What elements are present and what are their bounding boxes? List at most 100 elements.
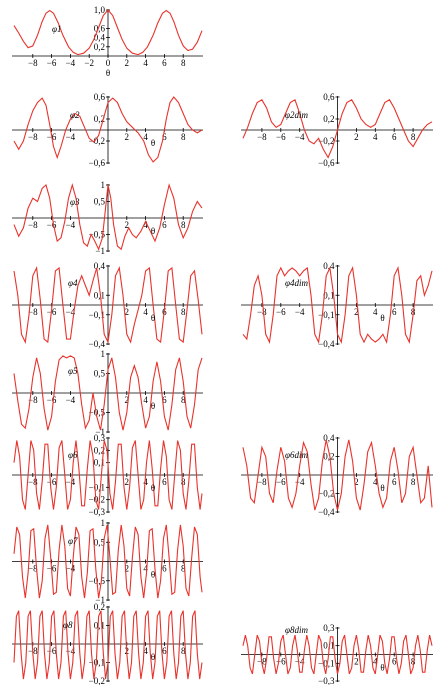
y-tick-label: −0,4 <box>318 507 335 517</box>
series-line <box>13 9 203 56</box>
function-name-label: φ4 <box>68 278 78 288</box>
x-tick-label: 2 <box>125 307 130 317</box>
y-tick-label: 0,4 <box>94 261 106 271</box>
x-axis-label: θ <box>106 68 110 78</box>
x-tick-label: 4 <box>143 477 148 487</box>
x-tick-label: 2 <box>125 477 130 487</box>
series-line <box>13 524 203 599</box>
y-tick-label: −0,6 <box>318 158 335 168</box>
y-tick-label: −0,6 <box>89 158 106 168</box>
x-tick-label: −4 <box>295 657 305 667</box>
function-name-label: φ8dim <box>285 625 308 635</box>
y-tick-label: −0,1 <box>89 310 105 320</box>
x-tick-label: −4 <box>66 395 76 405</box>
x-axis-label: θ <box>380 313 384 323</box>
y-tick-label: 0,1 <box>94 290 105 300</box>
x-tick-label: 6 <box>162 564 167 574</box>
x-tick-label: 8 <box>181 220 186 230</box>
x-tick-label: −2 <box>84 58 94 68</box>
x-tick-label: 2 <box>125 395 130 405</box>
x-tick-label: 4 <box>143 395 148 405</box>
series-line <box>242 265 433 344</box>
x-tick-label: 4 <box>143 132 148 142</box>
x-tick-label: −4 <box>295 477 305 487</box>
function-name-label: φ4dim <box>285 278 308 288</box>
x-tick-label: −6 <box>276 477 286 487</box>
x-axis-label: θ <box>151 652 155 662</box>
y-tick-label: 0,5 <box>94 197 106 207</box>
x-tick-label: −4 <box>66 307 76 317</box>
x-tick-label: −8 <box>28 307 38 317</box>
x-tick-label: 8 <box>181 132 186 142</box>
x-tick-label: 4 <box>373 132 378 142</box>
y-tick-label: 0,2 <box>94 445 105 455</box>
y-tick-label: −0,2 <box>318 136 334 146</box>
series-line <box>242 634 433 675</box>
x-tick-label: 6 <box>162 646 167 656</box>
y-tick-label: 1 <box>101 180 106 190</box>
x-tick-label: −8 <box>28 395 38 405</box>
x-tick-label: −4 <box>66 132 76 142</box>
x-tick-label: −6 <box>47 220 57 230</box>
x-tick-label: −6 <box>47 395 57 405</box>
y-tick-label: 0,6 <box>323 92 335 102</box>
x-tick-label: −8 <box>257 307 267 317</box>
x-tick-label: −6 <box>276 132 286 142</box>
x-tick-label: −4 <box>295 132 305 142</box>
y-tick-label: 0,4 <box>323 433 335 443</box>
function-name-label: φ6dim <box>285 450 308 460</box>
y-tick-label: 0,5 <box>94 537 106 547</box>
y-tick-label: −0,1 <box>318 658 334 668</box>
y-tick-label: −1 <box>95 246 105 256</box>
x-axis-label: θ <box>151 226 155 236</box>
x-tick-label: −4 <box>66 646 76 656</box>
y-tick-label: −1 <box>95 427 105 437</box>
x-tick-label: 8 <box>411 132 416 142</box>
y-tick-label: −0,1 <box>318 310 334 320</box>
x-tick-label: −8 <box>257 132 267 142</box>
y-tick-label: 0,2 <box>94 42 105 52</box>
x-tick-label: 6 <box>392 132 397 142</box>
y-tick-label: 0,6 <box>94 92 106 102</box>
plot-7: −8 −6 −4 2 4 6 8 1 0,5 −0,5 −1 φ5 θ <box>12 349 203 437</box>
plot-9: −8 −6 −4 2 4 6 8 0,4 0,2 −0,2 −0,4 φ6dim θ <box>241 433 433 517</box>
y-tick-label: 0,2 <box>323 114 334 124</box>
y-tick-label: 0,3 <box>323 623 335 633</box>
y-tick-label: −0,1 <box>89 482 105 492</box>
x-tick-label: −4 <box>66 58 76 68</box>
x-axis-label: θ <box>380 483 384 493</box>
y-tick-label: 0,1 <box>323 290 334 300</box>
series-line <box>13 440 203 510</box>
x-axis-label: θ <box>151 138 155 148</box>
y-tick-label: 0,1 <box>94 621 105 631</box>
x-tick-label: 8 <box>181 307 186 317</box>
x-tick-label: 6 <box>162 220 167 230</box>
x-tick-label: −8 <box>28 58 38 68</box>
x-tick-label: −8 <box>28 132 38 142</box>
series-line <box>13 182 203 251</box>
x-tick-label: −4 <box>295 307 305 317</box>
x-tick-label: −6 <box>276 657 286 667</box>
y-tick-label: −0,5 <box>89 408 106 418</box>
series-line <box>242 98 433 159</box>
x-axis-label: θ <box>380 663 384 673</box>
y-tick-label: −0,5 <box>89 230 106 240</box>
x-axis-label: θ <box>151 401 155 411</box>
y-tick-label: 0,3 <box>94 433 106 443</box>
x-tick-label: −4 <box>66 564 76 574</box>
x-tick-label: 4 <box>373 307 378 317</box>
x-tick-label: 0 <box>106 58 111 68</box>
y-tick-label: 1,0 <box>94 5 106 15</box>
series-line <box>13 265 203 344</box>
y-tick-label: −0,3 <box>89 507 106 517</box>
function-name-label: φ7 <box>68 536 78 546</box>
function-name-label: φ1 <box>52 24 61 34</box>
y-tick-label: 0,1 <box>323 641 334 651</box>
x-axis-label: θ <box>151 313 155 323</box>
